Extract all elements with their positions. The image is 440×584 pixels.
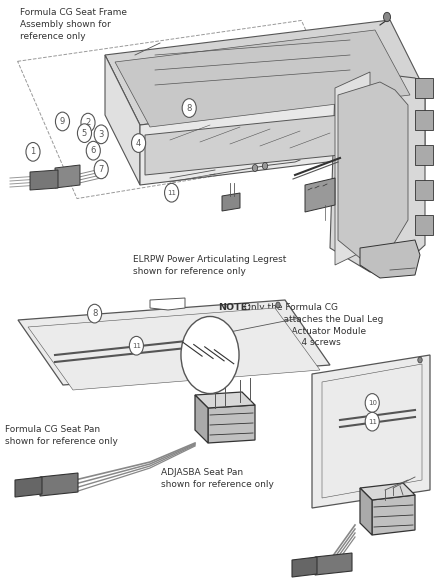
Polygon shape <box>150 298 185 310</box>
Polygon shape <box>140 90 425 185</box>
Circle shape <box>86 141 100 160</box>
Circle shape <box>253 165 258 172</box>
Circle shape <box>55 112 70 131</box>
Circle shape <box>181 317 239 394</box>
Bar <box>415 215 433 235</box>
Text: 10: 10 <box>368 400 377 406</box>
Polygon shape <box>312 355 430 508</box>
Text: Only the Formula CG
Seat Pan attaches the Dual Leg
Integrated Actuator Module
(D: Only the Formula CG Seat Pan attaches th… <box>241 303 383 347</box>
Text: 8: 8 <box>187 103 192 113</box>
Polygon shape <box>30 170 58 190</box>
Polygon shape <box>315 553 352 575</box>
Text: ADJASBA Seat Pan
shown for reference only: ADJASBA Seat Pan shown for reference onl… <box>161 468 274 489</box>
Text: 2: 2 <box>85 118 91 127</box>
Circle shape <box>26 142 40 161</box>
Circle shape <box>165 183 179 202</box>
Polygon shape <box>55 165 80 188</box>
Polygon shape <box>360 483 415 500</box>
Polygon shape <box>208 405 255 443</box>
Polygon shape <box>145 115 340 175</box>
Polygon shape <box>305 178 335 212</box>
Polygon shape <box>292 557 317 577</box>
Circle shape <box>94 160 108 179</box>
Polygon shape <box>195 395 208 443</box>
Text: 1: 1 <box>30 147 36 157</box>
Text: 9: 9 <box>60 117 65 126</box>
Polygon shape <box>115 30 410 127</box>
Polygon shape <box>40 473 78 496</box>
Polygon shape <box>18 300 330 385</box>
Text: 8: 8 <box>92 309 97 318</box>
Polygon shape <box>338 82 408 258</box>
Polygon shape <box>322 364 422 498</box>
Text: 4: 4 <box>136 138 141 148</box>
Circle shape <box>81 113 95 132</box>
Text: 7: 7 <box>99 165 104 174</box>
Polygon shape <box>360 488 372 535</box>
Circle shape <box>262 162 268 169</box>
Text: Formula CG Seat Frame
Assembly shown for
reference only: Formula CG Seat Frame Assembly shown for… <box>20 8 127 41</box>
Bar <box>415 180 433 200</box>
Polygon shape <box>360 240 420 278</box>
Circle shape <box>88 304 102 323</box>
Circle shape <box>129 336 143 355</box>
Circle shape <box>94 125 108 144</box>
Text: NOTE:: NOTE: <box>218 303 251 312</box>
Polygon shape <box>330 75 425 272</box>
Polygon shape <box>15 477 42 497</box>
Bar <box>415 78 433 98</box>
Circle shape <box>384 12 391 22</box>
Text: 11: 11 <box>132 343 141 349</box>
Polygon shape <box>335 72 370 265</box>
Circle shape <box>365 412 379 431</box>
Circle shape <box>418 357 422 363</box>
Polygon shape <box>195 392 255 408</box>
Polygon shape <box>222 193 240 211</box>
Text: 6: 6 <box>91 146 96 155</box>
Circle shape <box>182 99 196 117</box>
Circle shape <box>132 134 146 152</box>
Text: 11: 11 <box>368 419 377 425</box>
Circle shape <box>77 124 92 142</box>
Circle shape <box>365 394 379 412</box>
Text: 11: 11 <box>167 190 176 196</box>
Polygon shape <box>372 495 415 535</box>
Polygon shape <box>105 20 425 125</box>
Text: ELRPW Power Articulating Legrest
shown for reference only: ELRPW Power Articulating Legrest shown f… <box>133 255 286 276</box>
Polygon shape <box>105 55 140 185</box>
Text: 3: 3 <box>99 130 104 139</box>
Circle shape <box>276 302 280 308</box>
Bar <box>415 110 433 130</box>
Bar <box>415 145 433 165</box>
Polygon shape <box>28 308 320 390</box>
Text: 5: 5 <box>82 128 87 138</box>
Text: Formula CG Seat Pan
shown for reference only: Formula CG Seat Pan shown for reference … <box>5 425 118 446</box>
